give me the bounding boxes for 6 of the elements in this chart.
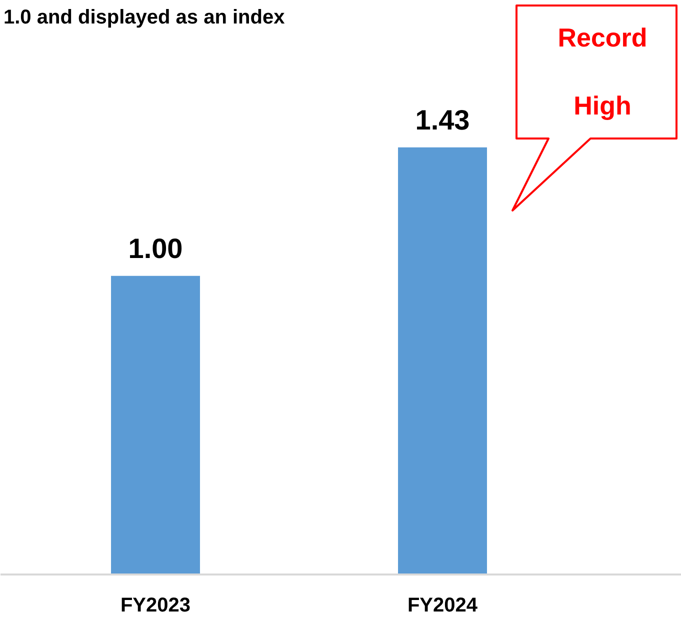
data-label: 1.43 — [415, 104, 470, 136]
chart-title: 1.0 and displayed as an index — [4, 6, 285, 28]
data-label: 1.00 — [128, 232, 183, 264]
text: Record High — [558, 22, 648, 120]
x-tick-label: FY2024 — [407, 594, 478, 616]
x-tick-label: FY2023 — [120, 594, 191, 616]
